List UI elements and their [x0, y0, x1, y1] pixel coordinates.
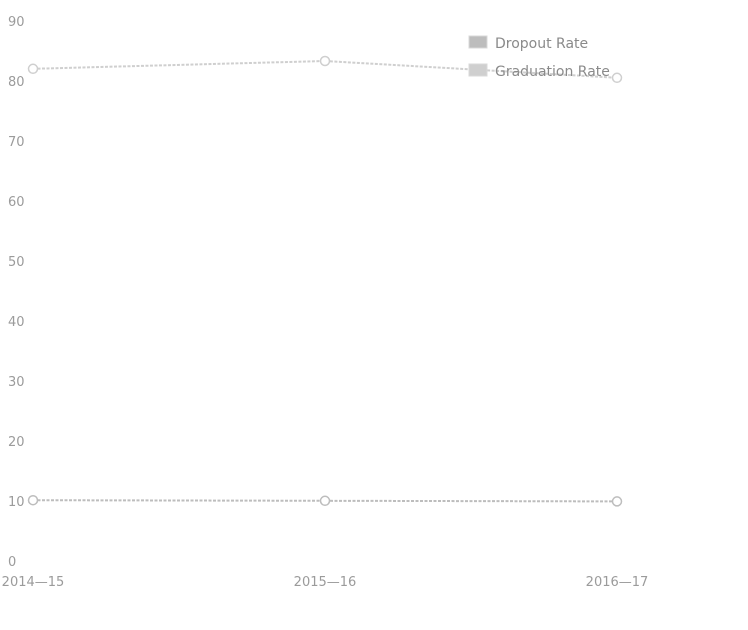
data-point	[27, 63, 39, 75]
x-tick-label: 2016—17	[586, 575, 649, 590]
legend-label: Dropout Rate	[495, 36, 588, 52]
data-point	[611, 496, 623, 507]
y-tick-label: 60	[8, 195, 25, 210]
y-tick-label: 10	[8, 495, 25, 510]
series-line	[32, 499, 618, 503]
data-point	[611, 72, 623, 84]
series-dropout-rate	[27, 494, 623, 507]
y-tick-label: 80	[8, 75, 25, 90]
series-layer	[27, 55, 623, 507]
x-tick-label: 2015—16	[294, 575, 357, 590]
data-point	[27, 494, 39, 506]
data-point	[319, 495, 331, 507]
y-tick-label: 30	[8, 375, 25, 390]
legend-label: Graduation Rate	[495, 64, 610, 80]
y-axis-ticks: 0 10 20 30 40 50 60 70 80 90	[8, 15, 25, 570]
legend: Dropout Rate Graduation Rate	[468, 35, 610, 80]
y-tick-label: 0	[8, 555, 16, 570]
y-tick-label: 50	[8, 255, 25, 270]
series-graduation-rate	[27, 55, 623, 84]
legend-swatch	[468, 35, 488, 49]
data-point	[319, 55, 331, 67]
series-line	[32, 59, 618, 79]
legend-item: Graduation Rate	[468, 63, 610, 80]
legend-swatch	[468, 63, 488, 77]
x-axis-ticks: 2014—15 2015—16 2016—17	[2, 575, 649, 590]
legend-item: Dropout Rate	[468, 35, 588, 52]
x-tick-label: 2014—15	[2, 575, 65, 590]
y-tick-label: 40	[8, 315, 25, 330]
y-tick-label: 20	[8, 435, 25, 450]
y-tick-label: 70	[8, 135, 25, 150]
y-tick-label: 90	[8, 15, 25, 30]
